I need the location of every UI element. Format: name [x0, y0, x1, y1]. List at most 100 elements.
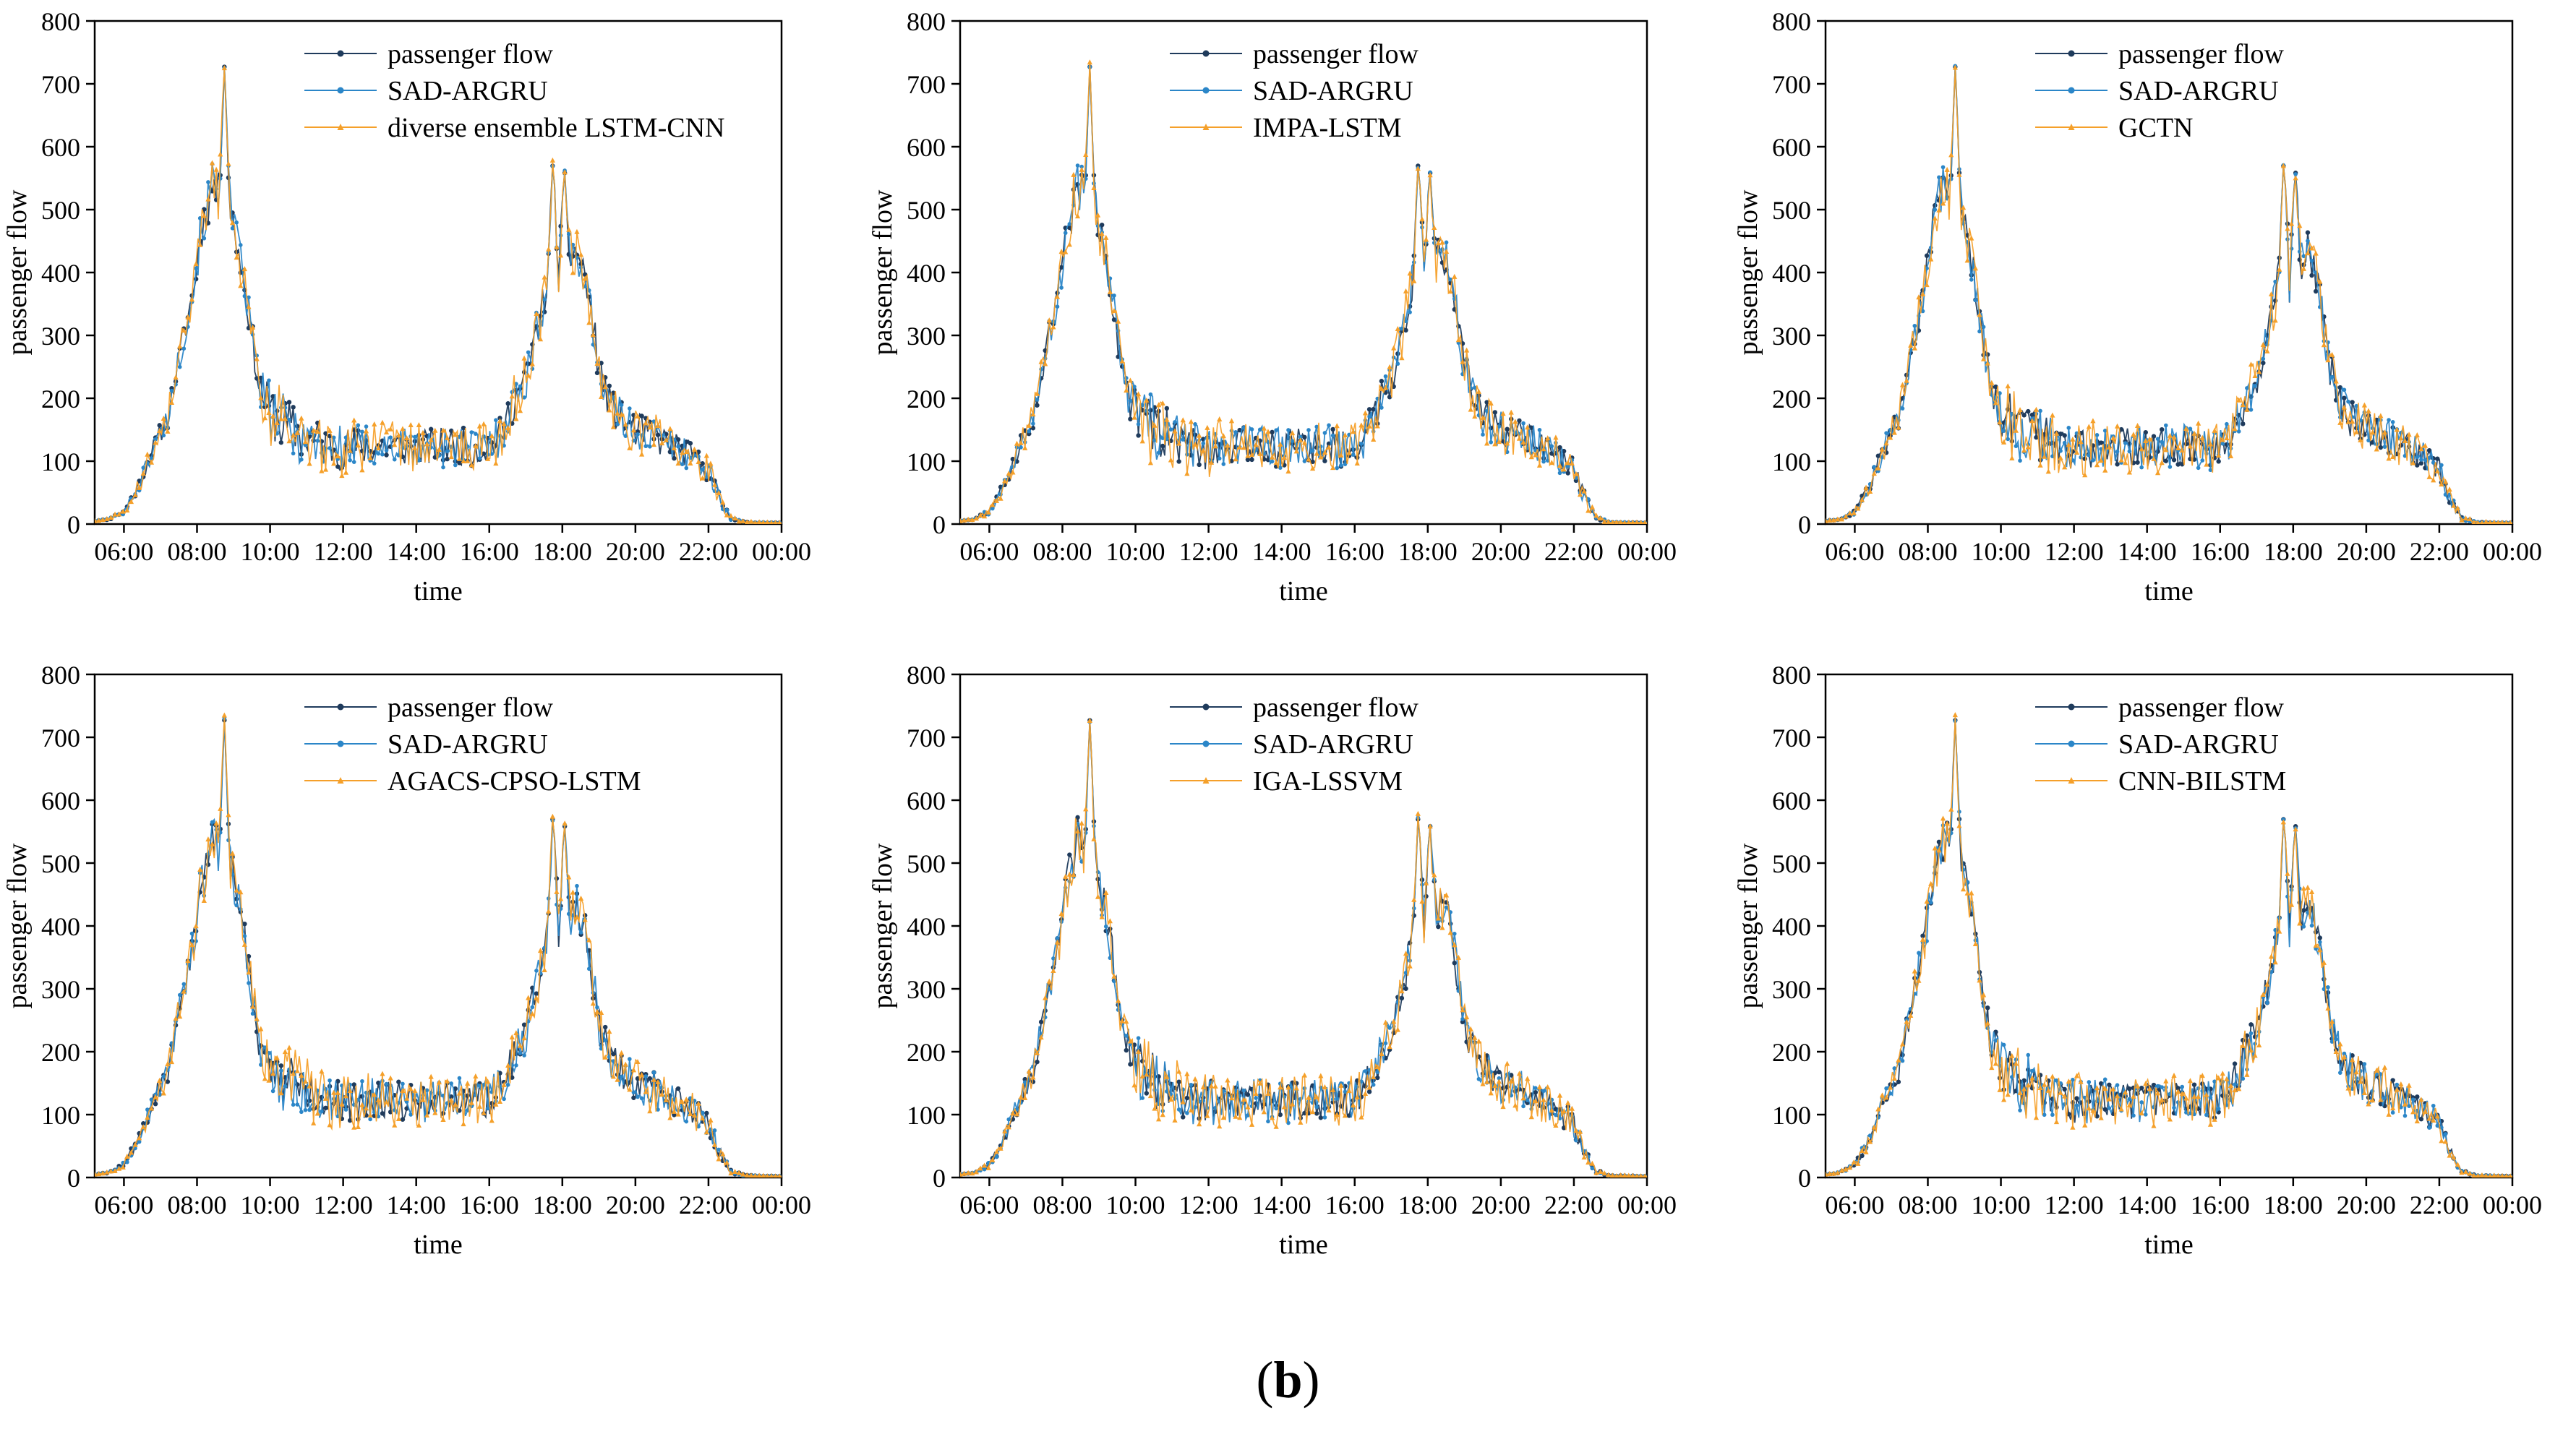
data-point: [2208, 468, 2213, 473]
data-point: [1516, 1071, 1523, 1076]
data-point: [1875, 453, 1881, 458]
data-point: [278, 1063, 284, 1068]
data-point: [753, 520, 758, 524]
data-point: [1354, 1094, 1360, 1099]
data-point: [2025, 444, 2031, 450]
data-point: [2167, 1116, 2173, 1122]
data-point: [2337, 385, 2342, 390]
data-point: [1452, 961, 1457, 966]
data-point: [1371, 437, 1377, 442]
data-point: [2414, 432, 2420, 438]
data-point: [2293, 175, 2298, 181]
data-point: [2366, 438, 2371, 443]
data-point: [125, 1159, 129, 1164]
data-point: [1156, 402, 1162, 408]
data-point: [1185, 1111, 1189, 1115]
data-point: [1383, 1041, 1388, 1046]
data-point: [2026, 408, 2031, 414]
data-point: [2127, 1097, 2132, 1102]
data-point: [1948, 152, 1954, 158]
data-point: [1144, 1091, 1150, 1096]
data-point: [2127, 1086, 2132, 1091]
data-point: [691, 1112, 698, 1118]
data-point: [736, 518, 742, 524]
data-point: [403, 435, 410, 441]
data-point: [1314, 1104, 1319, 1110]
data-point: [1014, 440, 1020, 446]
data-point: [238, 243, 243, 247]
data-point: [1569, 1105, 1575, 1111]
data-point: [2382, 445, 2387, 449]
data-point: [1964, 257, 1970, 263]
data-point: [1351, 429, 1356, 434]
data-point: [1577, 1128, 1583, 1134]
data-point: [517, 408, 523, 413]
data-point: [2001, 439, 2007, 445]
x-tick-label: 20:00: [1471, 1191, 1531, 1219]
data-point: [2415, 463, 2420, 468]
data-point: [1537, 427, 1542, 432]
data-point: [2171, 1072, 2177, 1078]
data-point: [1520, 439, 1526, 445]
data-point: [436, 1079, 442, 1085]
data-point: [2233, 1082, 2237, 1087]
data-point: [1014, 1111, 1020, 1117]
data-point: [1980, 992, 1987, 998]
data-point: [1249, 1121, 1255, 1127]
data-point: [546, 246, 552, 252]
data-point: [1577, 492, 1583, 497]
data-point: [1980, 356, 1987, 361]
data-point: [2212, 1116, 2217, 1122]
data-point: [2252, 1052, 2258, 1058]
data-point: [343, 469, 349, 475]
data-point: [2289, 246, 2294, 251]
data-point: [1079, 166, 1084, 172]
data-point: [1944, 166, 1950, 172]
data-point: [2005, 383, 2011, 389]
data-point: [615, 1076, 620, 1082]
data-point: [736, 1170, 742, 1175]
data-point: [238, 889, 244, 895]
data-point: [2422, 1108, 2429, 1114]
data-point: [2042, 1112, 2047, 1118]
data-point: [372, 421, 377, 427]
data-point: [494, 418, 498, 423]
data-point: [314, 429, 320, 434]
data-point: [2366, 1101, 2371, 1107]
data-point: [2496, 519, 2501, 524]
data-point: [1480, 1081, 1486, 1086]
data-point: [249, 324, 256, 330]
data-point: [1066, 871, 1072, 877]
data-point: [732, 1169, 738, 1175]
data-point: [347, 447, 353, 453]
x-tick-label: 16:00: [1325, 537, 1385, 566]
data-point: [1481, 432, 1485, 437]
data-point: [2306, 239, 2310, 244]
data-point: [424, 1088, 429, 1093]
data-point: [2070, 436, 2076, 442]
data-point: [335, 1089, 341, 1095]
data-point: [1087, 717, 1092, 723]
data-point: [1330, 465, 1336, 471]
data-point: [238, 906, 243, 911]
data-point: [368, 1117, 372, 1122]
x-tick-label: 12:00: [1179, 1191, 1238, 1219]
data-point: [1561, 466, 1567, 472]
data-point: [2196, 466, 2201, 471]
data-point: [1310, 1109, 1316, 1115]
data-point: [1128, 1062, 1133, 1067]
data-point: [1335, 466, 1340, 471]
data-point: [2462, 1169, 2469, 1175]
data-point: [526, 372, 531, 378]
data-point: [1128, 398, 1133, 403]
data-point: [1327, 423, 1331, 428]
data-point: [639, 413, 644, 419]
data-point: [655, 423, 661, 429]
figure-caption: (b): [0, 1350, 2576, 1415]
data-point: [732, 515, 738, 520]
data-point: [675, 460, 681, 466]
data-point: [307, 1107, 312, 1112]
data-point: [1423, 236, 1429, 242]
